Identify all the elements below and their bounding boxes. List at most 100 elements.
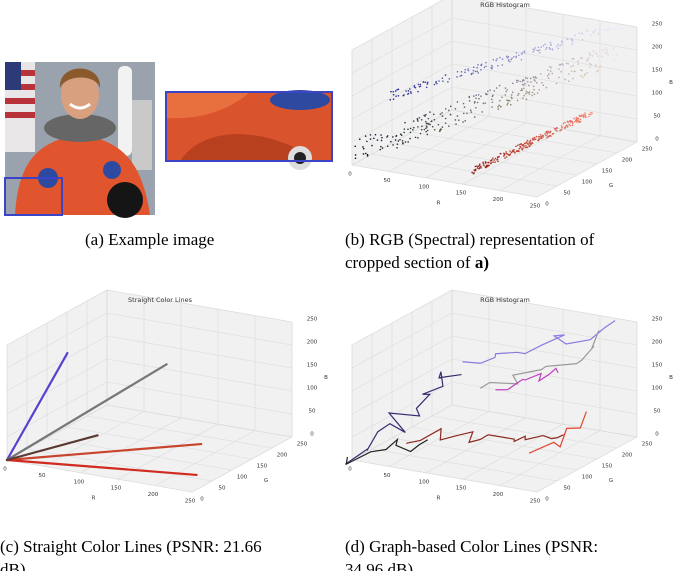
scatter-dot [459,75,462,77]
scatter-dot [417,126,419,128]
scatter-dot [426,126,428,128]
b-tick-label: 250 [307,317,318,323]
scatter-dot [366,155,369,157]
g-tick-label: 0 [545,497,549,503]
scatter-dot [449,113,452,116]
plot-title: RGB Histogram [480,296,530,304]
scatter-dot [421,125,423,128]
scatter-dot [584,73,586,75]
color-line [5,363,168,462]
r-tick-label: 0 [3,467,7,473]
scatter-dot [539,73,542,75]
scatter-dot [476,101,479,104]
scatter-dot [475,97,477,100]
scatter-dot [490,162,492,164]
grid-line [351,289,453,346]
scatter-dot [454,107,457,110]
scatter-dot [493,90,496,92]
scatter-dot [467,69,470,72]
scatter-dot [523,51,526,54]
scatter-dot [444,122,447,124]
scatter-dot [430,120,433,123]
scatter-dot [470,73,473,76]
scatter-dot [528,84,530,87]
b-tick-label: 0 [655,432,659,438]
grid-line [411,426,598,460]
scatter-dot [501,64,504,66]
scatter-dot [474,70,477,73]
grid-line [6,381,108,438]
scatter-dot [579,114,581,117]
scatter-dot [529,141,532,143]
scatter-dot [444,74,447,76]
scatter-dot [589,113,592,116]
scatter-dot [548,46,551,49]
scatter-dot [485,61,487,64]
scatter-dot [562,122,565,125]
grid-line [80,417,182,474]
g-tick-label: 50 [564,486,571,492]
scatter-dot [364,135,367,137]
scatter-dot [433,83,436,86]
scatter-dot [515,55,518,58]
scatter-dot [392,93,395,96]
scatter-dot [498,104,500,107]
scatter-dot [425,122,428,125]
scatter-dot [392,144,394,146]
scatter-dot [547,77,550,79]
scatter-dot [470,111,473,113]
scatter-dot [511,149,514,152]
scatter-dot [560,125,563,127]
scatter-dot [418,85,421,88]
scatter-dot [477,165,480,168]
scatter-dot [441,115,444,117]
scatter-dot [530,81,532,83]
scatter-dot [562,64,564,66]
g-tick-label: 0 [545,202,549,208]
grid-line [106,289,293,323]
scatter-dot [557,43,559,46]
scatter-dot [549,130,551,133]
scatter-dot [567,80,570,82]
scatter-dot [530,143,532,146]
scatter-dot [477,93,480,96]
scatter-dot [476,66,478,69]
grid-line [351,40,453,97]
scatter-dot [476,167,479,169]
r-tick-label: 250 [530,204,541,210]
scatter-dot [399,133,402,135]
scatter-dot [594,64,597,66]
scatter-dot [404,141,407,143]
scatter-dot [366,140,368,143]
scatter-dot [420,128,423,131]
scatter-dot [597,69,600,72]
scatter-dot [524,146,527,149]
scatter-dot [525,90,528,93]
scatter-dot [517,92,520,95]
grid-line [6,459,193,493]
scatter-dot [532,137,534,140]
scatter-dot [482,161,484,164]
scatter-dot [366,153,369,156]
scatter-dot [477,72,480,74]
g-tick-label: 150 [602,169,613,175]
grid-line [351,459,538,493]
scatter-dot [426,129,429,132]
scatter-dot [571,124,574,127]
scatter-dot [513,55,515,58]
scatter-dot [390,90,392,93]
scatter-dot [528,91,531,93]
scatter-dot [496,158,498,161]
scatter-dot [374,133,377,136]
scatter-dot [416,117,419,120]
scatter-dot [571,40,574,43]
scatter-dot [535,135,538,138]
scatter-dot [521,51,524,54]
scatter-dot [392,90,395,93]
scatter-dot [505,156,508,158]
scatter-dot [531,139,534,141]
scatter-dot [532,76,535,78]
scatter-dot [540,135,543,138]
scatter-dot [565,125,568,127]
scatter-dot [540,137,542,140]
